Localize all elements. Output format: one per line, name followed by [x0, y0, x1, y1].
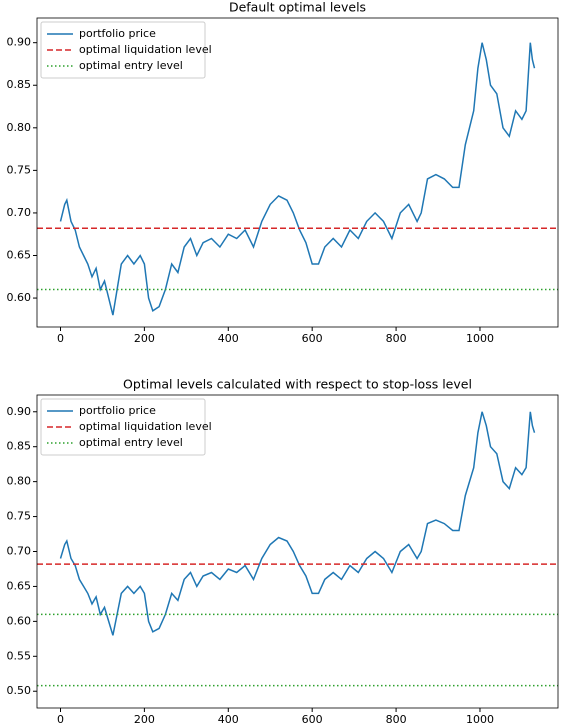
y-tick-label: 0.85 — [7, 78, 32, 91]
x-tick-label: 600 — [302, 713, 323, 724]
y-tick-label: 0.70 — [7, 545, 32, 558]
y-tick-label: 0.50 — [7, 684, 32, 697]
legend-box — [40, 21, 206, 79]
y-tick-label: 0.65 — [7, 579, 32, 592]
legend-box — [40, 398, 206, 456]
y-tick-label: 0.75 — [7, 510, 32, 523]
y-tick-label: 0.55 — [7, 649, 32, 662]
x-tick-label: 0 — [57, 332, 64, 345]
legend-label: portfolio price — [79, 27, 156, 40]
legend-label: optimal liquidation level — [79, 420, 212, 433]
x-tick-label: 400 — [218, 332, 239, 345]
axes-frame — [36, 394, 559, 709]
legend-label: portfolio price — [79, 404, 156, 417]
axes-frame — [36, 17, 559, 328]
y-tick-label: 0.85 — [7, 440, 32, 453]
y-tick-label: 0.75 — [7, 163, 32, 176]
y-tick-label: 0.80 — [7, 121, 32, 134]
x-tick-label: 1000 — [466, 713, 494, 724]
legend-label: optimal entry level — [79, 59, 183, 72]
chart-title: Optimal levels calculated with respect t… — [123, 377, 472, 392]
x-tick-label: 800 — [386, 713, 407, 724]
x-tick-label: 200 — [134, 332, 155, 345]
x-tick-label: 200 — [134, 713, 155, 724]
x-tick-label: 600 — [302, 332, 323, 345]
legend-label: optimal entry level — [79, 436, 183, 449]
y-tick-label: 0.65 — [7, 248, 32, 261]
y-tick-label: 0.80 — [7, 475, 32, 488]
x-tick-label: 400 — [218, 713, 239, 724]
y-tick-label: 0.90 — [7, 405, 32, 418]
y-tick-label: 0.90 — [7, 36, 32, 49]
y-tick-label: 0.60 — [7, 614, 32, 627]
price-line — [59, 411, 536, 636]
x-tick-label: 0 — [57, 713, 64, 724]
y-tick-label: 0.60 — [7, 291, 32, 304]
x-tick-label: 800 — [386, 332, 407, 345]
legend-label: optimal liquidation level — [79, 43, 212, 56]
chart-title: Default optimal levels — [229, 0, 366, 15]
price-line — [59, 42, 536, 316]
x-tick-label: 1000 — [466, 332, 494, 345]
y-tick-label: 0.70 — [7, 206, 32, 219]
